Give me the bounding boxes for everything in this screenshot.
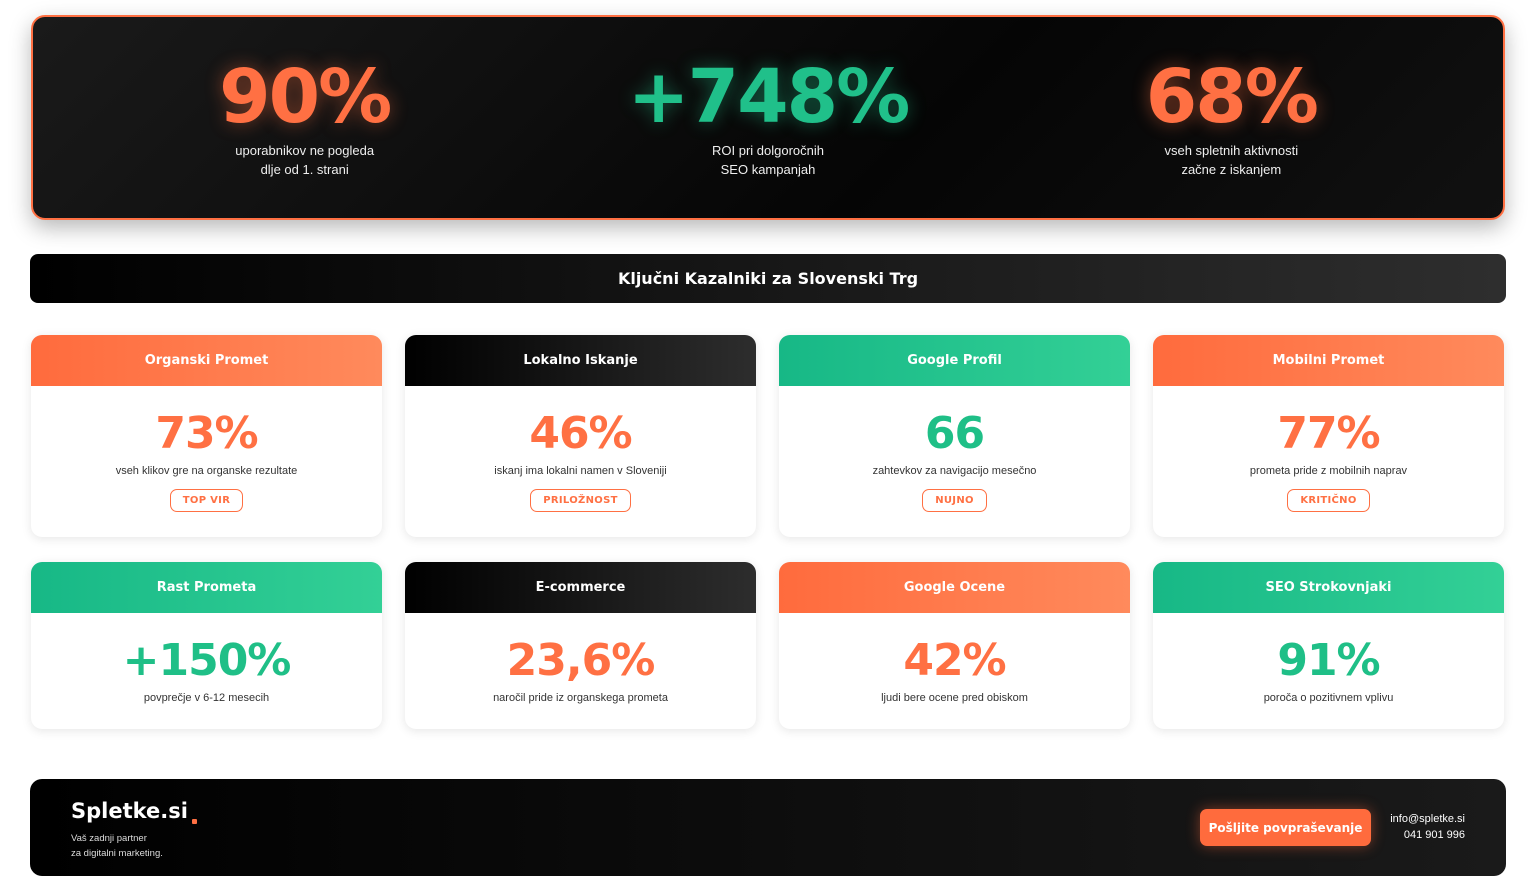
- card-description: naročil pride iz organskega prometa: [493, 692, 668, 704]
- card-badge: KRITIČNO: [1287, 489, 1370, 512]
- hero-stat: 90% uporabnikov ne pogleda dlje od 1. st…: [105, 57, 505, 179]
- card-title: Mobilni Promet: [1153, 335, 1504, 386]
- card-description: povprečje v 6-12 mesecih: [143, 692, 270, 704]
- card-value: 91%: [1277, 635, 1380, 686]
- hero-stat-label: vseh spletnih aktivnosti začne z iskanje…: [1164, 142, 1299, 177]
- kpi-card-mobile-traffic: Mobilni Promet 77% prometa pride z mobil…: [1153, 335, 1504, 537]
- card-value: 42%: [903, 635, 1006, 686]
- logo-text: Spletke.si: [71, 799, 188, 823]
- card-description: zahtevkov za navigacijo mesečno: [872, 465, 1037, 477]
- card-badge: PRILOŽNOST: [530, 489, 631, 512]
- card-title: Organski Promet: [31, 335, 382, 386]
- kpi-card-google-profile: Google Profil 66 zahtevkov za navigacijo…: [779, 335, 1130, 537]
- contact-email[interactable]: info@spletke.si: [1390, 813, 1465, 825]
- card-title: E-commerce: [405, 562, 756, 613]
- logo[interactable]: Spletke.si: [71, 799, 197, 824]
- contact-info: info@spletke.si 041 901 996: [1390, 811, 1465, 843]
- kpi-card-organic-traffic: Organski Promet 73% vseh klikov gre na o…: [31, 335, 382, 537]
- kpi-card-google-reviews: Google Ocene 42% ljudi bere ocene pred o…: [779, 562, 1130, 729]
- card-description: prometa pride z mobilnih naprav: [1249, 465, 1408, 477]
- card-value: 73%: [155, 408, 258, 459]
- logo-dot-icon: [191, 819, 197, 824]
- card-description: poroča o pozitivnem vplivu: [1263, 692, 1394, 704]
- hero-stat-value: 90%: [219, 53, 392, 140]
- card-title: SEO Strokovnjaki: [1153, 562, 1504, 613]
- inquiry-button[interactable]: Pošljite povpraševanje: [1200, 809, 1371, 846]
- kpi-card-grid: Organski Promet 73% vseh klikov gre na o…: [31, 335, 1505, 729]
- card-description: vseh klikov gre na organske rezultate: [115, 465, 298, 477]
- card-badge: NUJNO: [922, 489, 987, 512]
- card-title: Google Ocene: [779, 562, 1130, 613]
- card-title: Lokalno Iskanje: [405, 335, 756, 386]
- card-title: Google Profil: [779, 335, 1130, 386]
- kpi-card-ecommerce: E-commerce 23,6% naročil pride iz organs…: [405, 562, 756, 729]
- footer: Spletke.si Vaš zadnji partner za digital…: [30, 779, 1506, 876]
- hero-stat-label: uporabnikov ne pogleda dlje od 1. strani: [235, 142, 375, 177]
- footer-tagline: Vaš zadnji partner za digitalni marketin…: [71, 833, 163, 859]
- card-value: 66: [924, 408, 985, 459]
- card-title: Rast Prometa: [31, 562, 382, 613]
- hero-stat-value: +748%: [627, 53, 911, 140]
- hero-stat-label: ROI pri dolgoročnih SEO kampanjah: [711, 142, 824, 177]
- card-value: +150%: [122, 635, 292, 686]
- hero-stat: 68% vseh spletnih aktivnosti začne z isk…: [1031, 57, 1431, 179]
- kpi-card-traffic-growth: Rast Prometa +150% povprečje v 6-12 mese…: [31, 562, 382, 729]
- kpi-card-local-search: Lokalno Iskanje 46% iskanj ima lokalni n…: [405, 335, 756, 537]
- hero-stat-value: 68%: [1145, 53, 1319, 140]
- card-value: 23,6%: [506, 635, 656, 686]
- card-value: 46%: [529, 408, 632, 459]
- card-description: iskanj ima lokalni namen v Sloveniji: [494, 465, 667, 477]
- hero-stats-panel: 90% uporabnikov ne pogleda dlje od 1. st…: [31, 15, 1505, 220]
- card-badge: TOP VIR: [169, 489, 244, 512]
- kpi-card-seo-experts: SEO Strokovnjaki 91% poroča o pozitivnem…: [1153, 562, 1504, 729]
- card-value: 77%: [1277, 408, 1380, 459]
- section-title: Ključni Kazalniki za Slovenski Trg: [30, 254, 1506, 303]
- contact-phone[interactable]: 041 901 996: [1403, 829, 1465, 841]
- card-description: ljudi bere ocene pred obiskom: [881, 692, 1028, 704]
- hero-stat: +748% ROI pri dolgoročnih SEO kampanjah: [568, 57, 968, 179]
